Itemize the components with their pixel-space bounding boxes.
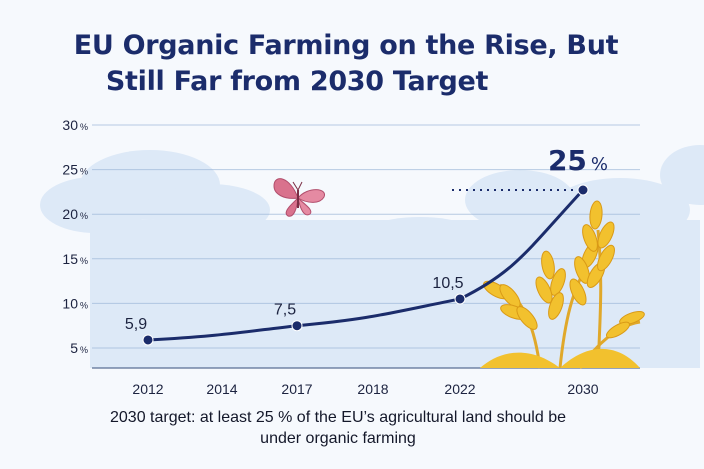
x-axis: 2012 2014 2017 2018 2022 2030 [132,381,598,397]
y-axis: 30 %25 %20 %15 %10 %5% [62,117,88,356]
data-point-2022 [454,293,466,305]
y-tick-unit: % [80,256,88,266]
y-tick-25: 25% [62,162,88,178]
y-tick-value: 10 [62,295,78,311]
data-point-2017 [291,320,303,332]
y-tick-30: 30% [62,117,88,133]
data-label-value: 25 [548,144,587,177]
y-tick-20: 20% [62,206,88,222]
y-tick-10: 10% [62,295,88,311]
y-tick-unit: % [80,122,88,132]
x-tick-2030: 2030 [567,381,598,397]
data-label-2030: 25% [548,144,608,177]
data-label-value: 5,9 [125,316,147,333]
data-label-value: 7,5 [274,302,296,319]
y-tick-value: 5 [70,340,78,356]
y-tick-value: 25 [62,162,78,178]
y-tick-unit: % [80,211,88,221]
x-tick-2018: 2018 [357,381,388,397]
y-tick-unit: % [80,300,88,310]
data-point-2030 [577,184,589,196]
series-line [147,188,585,342]
x-tick-2012: 2012 [132,381,163,397]
y-tick-unit: % [80,167,88,177]
x-tick-2014: 2014 [206,381,237,397]
data-label-2022: 10,5 [432,275,463,292]
y-tick-unit: % [80,345,88,355]
x-tick-2022: 2022 [444,381,475,397]
wheat-icon [480,200,645,369]
data-label-unit: % [591,154,608,175]
caption-line1: 2030 target: at least 25 % of the EU’s a… [110,409,566,426]
y-tick-value: 20 [62,206,78,222]
data-label-value: 10,5 [432,275,463,292]
y-tick-5: 5% [70,340,88,356]
x-tick-2017: 2017 [281,381,312,397]
y-tick-value: 15 [62,251,78,267]
butterfly-icon [273,178,325,217]
caption-line2: under organic farming [260,430,416,447]
data-point-2012 [142,334,154,346]
chart-title-line2: Still Far from 2030 Target [105,66,489,97]
y-tick-value: 30 [62,117,78,133]
chart-title-line1: EU Organic Farming on the Rise, But [73,30,619,61]
data-label-2012: 5,9 [125,316,147,333]
y-tick-15: 15% [62,251,88,267]
data-label-2017: 7,5 [274,302,296,319]
series-layer: 5,9 7,5 10,5 25% [125,144,608,346]
